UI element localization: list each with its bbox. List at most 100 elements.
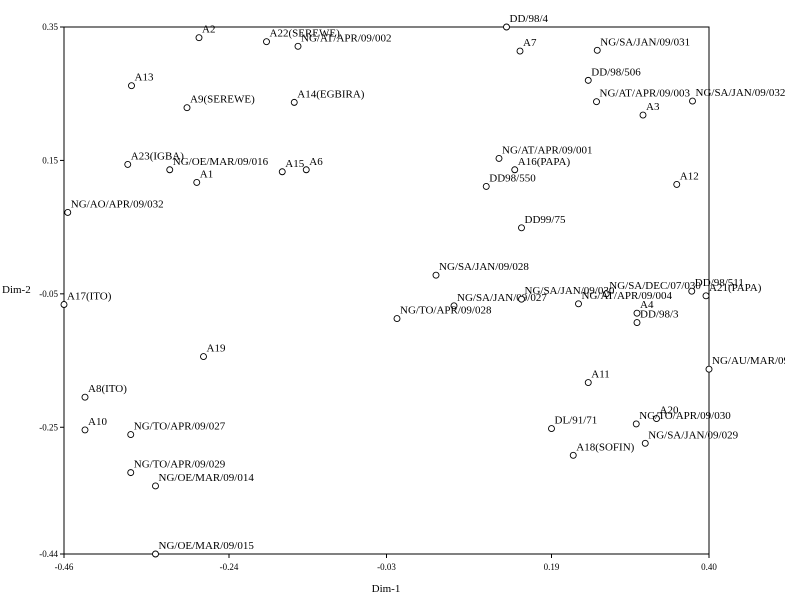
point-label: A19 [207,343,226,355]
y-tick-label: 0.15 [42,155,58,165]
data-point [548,425,555,433]
data-point [152,482,159,490]
data-point [575,300,582,308]
data-point [432,271,440,279]
data-point [503,23,510,31]
point-label: A1 [200,168,213,180]
data-point [263,38,270,46]
point-label: DL/91/71 [555,415,598,427]
point-label: A13 [135,72,154,84]
data-point [278,168,286,176]
point-label: DD/98/506 [591,66,641,78]
point-label: A21(PAPA) [709,282,762,294]
data-point [688,287,696,295]
data-point [393,315,401,322]
point-label: NG/AT/APR/09/001 [502,144,592,156]
point-label: NG/SA/JAN/09/030 [525,285,615,297]
points-group: DD/98/4 A2 A22(SEREWE)NG/AT/APR/09/002 A7 NG… [60,13,785,558]
point-label: A7 [523,37,537,49]
point-label: NG/TO/APR/09/030 [639,410,731,422]
point-label: A2 [202,24,215,36]
point-label: A22(SEREWE) [270,28,341,40]
data-point [518,295,525,303]
point-label: NG/TO/APR/09/029 [134,459,226,471]
point-label: A23(IGBA) [131,150,184,162]
data-point [511,166,519,174]
data-point [633,309,641,317]
data-point [166,166,174,174]
data-point [152,550,159,558]
x-tick-label: -0.24 [220,562,239,572]
y-axis-title: Dim-2 [2,284,31,296]
point-label: A18(SOFIN) [576,441,634,453]
data-point [128,82,135,90]
data-point [584,76,592,84]
data-point [482,182,490,190]
data-point [593,98,600,106]
x-tick-label: -0.46 [55,562,74,572]
point-label: NG/OE/MAR/09/015 [159,540,255,552]
data-point [183,104,191,112]
point-label: NG/AO/APR/09/032 [71,198,164,210]
data-point [60,301,68,308]
data-point [290,98,298,106]
data-point [702,292,710,300]
point-label: A3 [646,101,660,113]
y-tick-label: -0.44 [39,549,58,559]
data-point [639,111,647,119]
data-point [569,451,577,459]
data-point [516,47,524,55]
point-label: NG/AT/APR/09/003 [600,88,691,100]
data-point [195,34,203,42]
point-label: DD/98/4 [510,13,549,25]
point-label: A10 [88,416,107,428]
data-point [593,46,601,54]
point-label: NG/TO/APR/09/028 [400,305,492,317]
x-axis-title: Dim-1 [372,583,401,595]
point-label: NG/TO/APR/09/027 [134,421,226,433]
point-label: DD/98/3 [640,309,679,321]
y-tick-label: 0.35 [42,22,58,32]
point-label: NG/AU/MAR/09/0 [712,355,785,367]
data-point [632,420,640,428]
point-label: DD98/550 [489,172,536,184]
point-label: NG/SA/JAN/09/029 [648,429,738,441]
point-label: A14(EGBIRA) [297,88,365,100]
point-label: A4 [640,299,654,311]
data-point [302,166,310,174]
point-label: A12 [680,170,699,182]
point-label: NG/AT/APR/09/004 [582,290,673,302]
x-tick-label: 0.40 [701,562,717,572]
point-label: A11 [591,369,610,381]
point-label: NG/SA/JAN/09/032 [696,87,785,99]
x-tick-label: 0.19 [544,562,560,572]
data-point [705,365,713,373]
point-label: A8(ITO) [88,383,127,395]
data-point [193,178,201,186]
x-tick-label: -0.03 [377,562,396,572]
point-label: A9(SEREWE) [190,94,255,106]
point-label: A15 [285,158,304,170]
point-label: DD/98/511 [695,277,744,289]
data-point [450,302,458,310]
point-label: NG/SA/DEC/07/030 [609,280,701,292]
point-label: A16(PAPA) [518,156,571,168]
data-point [633,319,641,326]
point-label: DD99/75 [525,214,566,226]
point-label: NG/SA/JAN/09/028 [439,261,529,273]
point-label: A17(ITO) [67,291,112,303]
data-point [127,431,135,439]
data-point [200,353,207,360]
data-point [294,42,302,50]
point-label: NG/AT/APR/09/002 [301,32,391,44]
point-label: NG/OE/MAR/09/014 [159,472,255,484]
data-point [81,426,89,434]
data-point [673,180,681,188]
data-point [127,469,135,477]
data-point [495,154,503,162]
tick-group: -0.46 -0.24 -0.03 0.19 0.40 0.35 0.15 -0.05 -0.2… [39,22,717,572]
y-tick-label: -0.25 [39,422,58,432]
point-label: NG/OE/MAR/09/016 [173,156,269,168]
data-point [641,439,649,447]
